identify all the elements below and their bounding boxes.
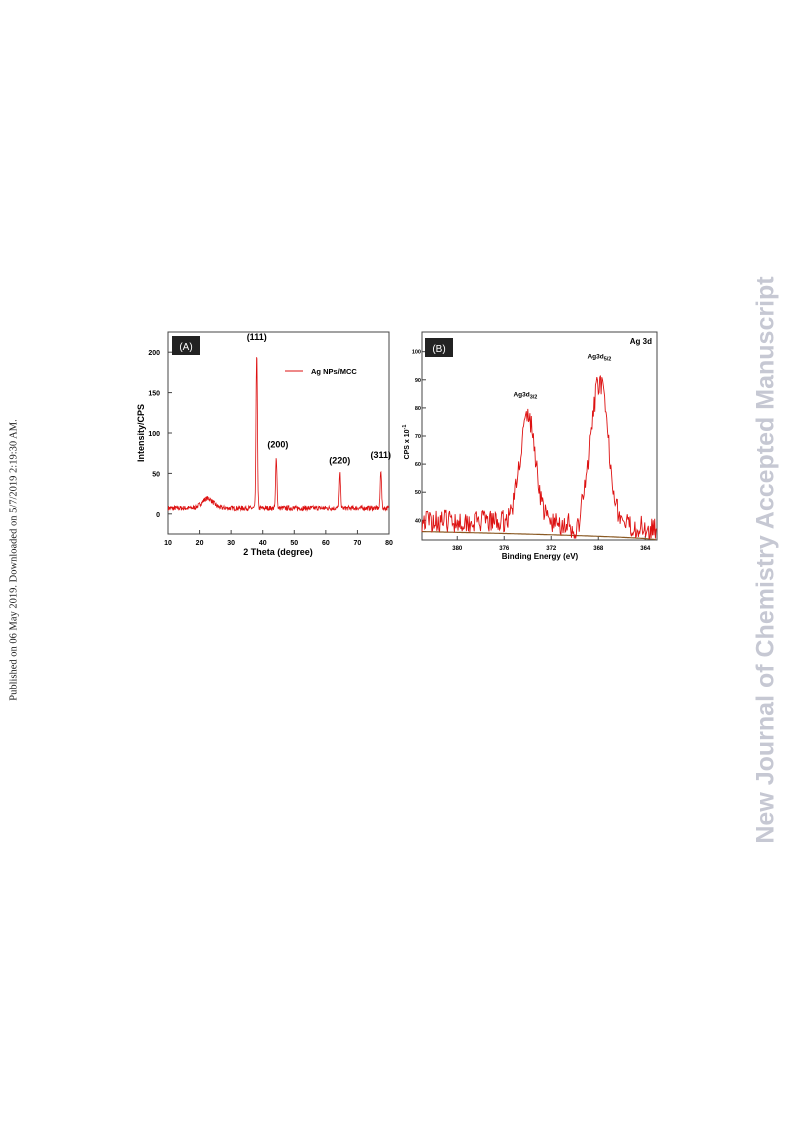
x-tick-label-b: 376: [499, 546, 510, 552]
xps-baseline: [422, 531, 656, 541]
y-tick-label-b: 50: [415, 490, 421, 496]
y-axis-label-a: Intensity/CPS: [136, 404, 146, 462]
x-tick-label-a: 50: [290, 540, 298, 547]
x-tick-label-b: 380: [452, 546, 463, 552]
x-axis-label-b: Binding Energy (eV): [502, 552, 579, 561]
x-tick-label-b: 368: [593, 546, 604, 552]
panel-b-title: Ag 3d: [630, 337, 652, 346]
y-tick-label-a: 0: [156, 512, 160, 519]
y-tick-label-a: 200: [148, 350, 160, 357]
y-tick-label-a: 100: [148, 431, 160, 438]
y-tick-label-b: 80: [415, 406, 421, 412]
peak-label-a: (311): [371, 450, 392, 460]
x-tick-label-a: 10: [164, 540, 172, 547]
y-tick-label-b: 90: [415, 378, 421, 384]
y-tick-label-b: 100: [412, 350, 421, 356]
x-tick-label-b: 364: [640, 546, 651, 552]
x-tick-label-a: 20: [196, 540, 204, 547]
x-tick-label-b: 372: [546, 546, 557, 552]
publication-note: Published on 06 May 2019. Downloaded on …: [8, 419, 20, 701]
panel-b-label: (B): [432, 344, 445, 355]
x-tick-label-a: 80: [385, 540, 393, 547]
xps-series-line: [421, 375, 658, 540]
x-tick-label-a: 40: [259, 540, 267, 547]
y-tick-label-a: 50: [152, 471, 160, 478]
legend-entry: Ag NPs/MCC: [311, 367, 357, 376]
x-tick-label-a: 70: [354, 540, 362, 547]
peak-label-a: (200): [267, 440, 288, 450]
y-tick-label-b: 40: [415, 518, 421, 524]
panel-a-label: (A): [179, 342, 192, 353]
panel-a-label-box: [172, 336, 200, 355]
xps-chart: 380 376 372 368 364 40 50 60 70 80 90 100 Ag3d3/2 Ag…: [402, 331, 658, 561]
x-axis-label-a: 2 Theta (degree): [243, 547, 313, 557]
x-tick-label-a: 30: [227, 540, 235, 547]
peak-label-b: Ag3d5/2: [587, 354, 611, 363]
peak-label-a: (220): [329, 456, 350, 466]
journal-watermark: New Journal of Chemistry Accepted Manusc…: [751, 276, 780, 844]
y-tick-label-b: 60: [415, 462, 421, 468]
y-axis-label-b: CPS x 10-1: [402, 425, 411, 460]
y-tick-label-a: 150: [148, 391, 160, 398]
xrd-series-line: [167, 357, 390, 512]
peak-label-a: (111): [247, 332, 267, 342]
xrd-chart: 10 20 30 40 50 60 70 80 0 50 100 150 200 (111) (200) (…: [136, 331, 393, 557]
panel-b-label-box: [425, 338, 453, 357]
peak-label-b: Ag3d3/2: [513, 392, 537, 401]
y-tick-label-b: 70: [415, 434, 421, 440]
x-tick-label-a: 60: [322, 540, 330, 547]
plot-b-frame: [421, 331, 658, 541]
